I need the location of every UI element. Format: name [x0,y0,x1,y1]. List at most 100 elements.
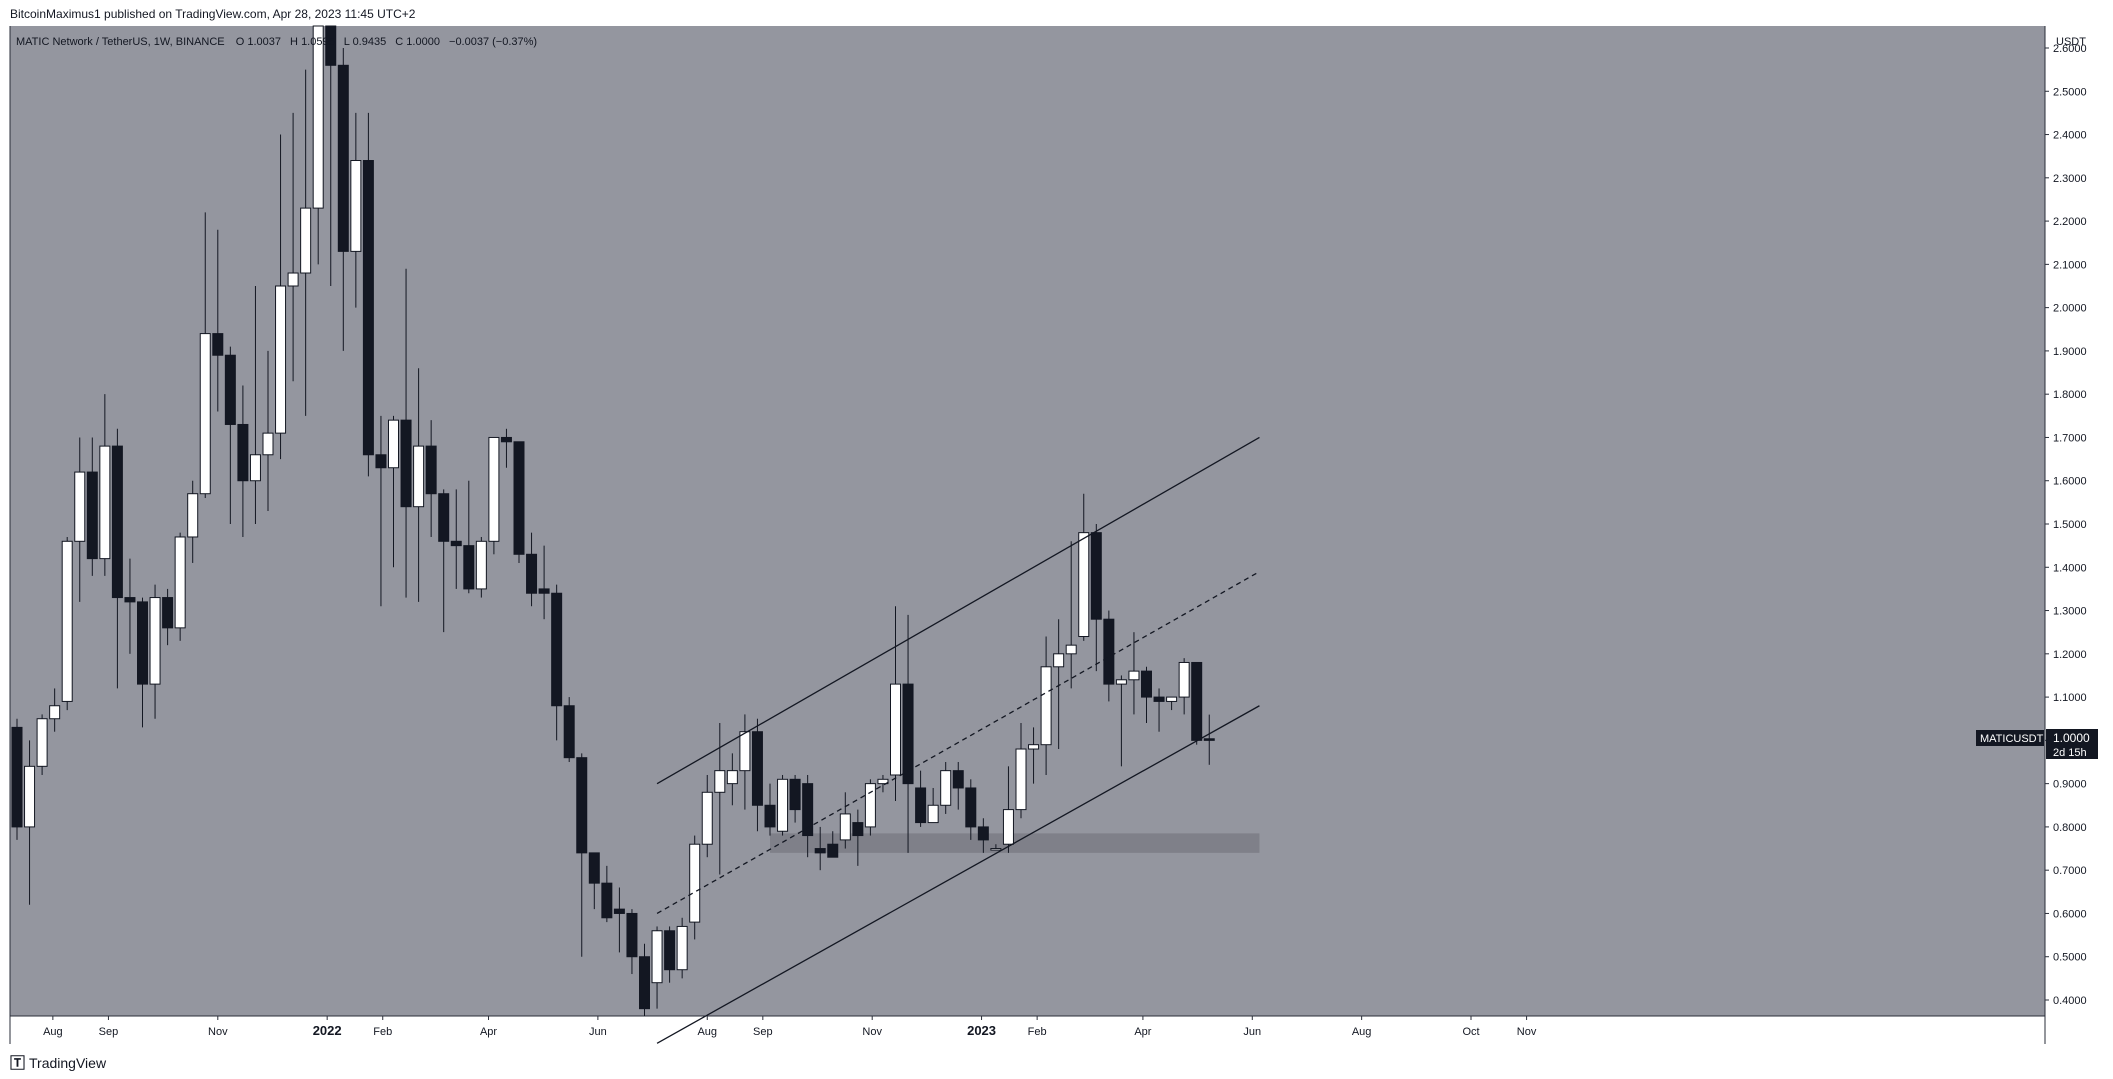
candle [526,532,538,607]
candle-body [839,813,851,841]
legend-open-label: O [236,36,245,48]
candle [990,844,1002,851]
candle-body [325,25,337,66]
candle [751,718,763,832]
candle [74,437,86,602]
candle-body [36,718,48,767]
price-tick-label: 1.2000 [2053,649,2087,661]
published-bar: BitcoinMaximus1 published on TradingView… [0,0,2113,26]
candle-body [827,843,839,858]
candle-body [1103,618,1115,685]
candle [563,697,575,762]
price-axis-currency: USDT [2056,36,2086,48]
legend-low-value: 0.9435 [353,36,387,48]
candle-body [11,726,23,828]
candle-body [952,770,964,789]
candle-body [676,925,688,971]
candle [237,385,249,537]
candle [174,532,186,641]
price-tick-label: 1.7000 [2053,432,2087,444]
price-tick-label: 1.4000 [2053,562,2087,574]
candle-body [24,765,36,828]
candle [626,909,638,975]
candle-body [1141,670,1152,698]
price-axis-area[interactable] [2045,26,2113,1044]
candle [576,753,588,957]
candle-body [777,778,789,832]
time-tick-label: Sep [753,1026,773,1038]
candle [350,112,362,308]
candle [1128,632,1140,715]
time-tick-label: Sep [99,1026,119,1038]
legend-low-label: L [344,36,350,48]
candle-body [287,272,299,287]
price-tick-label: 1.3000 [2053,606,2087,618]
candle [275,134,287,460]
time-tick-label: Oct [1462,1026,1479,1038]
price-tick-label: 2.5000 [2053,86,2087,98]
price-tick-label: 2.6000 [2053,43,2087,55]
tradingview-logo[interactable]: 🅃 TradingView [10,1052,106,1073]
time-axis-area[interactable] [0,1016,2045,1044]
candles-layer [11,25,1215,1016]
price-tick-label: 2.2000 [2053,216,2087,228]
candle [764,783,776,836]
candle [212,229,224,412]
candle-body [262,432,274,456]
candle-body [664,930,676,971]
candle-body [1065,644,1077,655]
price-tick-label: 1.5000 [2053,519,2087,531]
candle-body [538,588,550,594]
candle [613,887,625,953]
bar-countdown: 2d 15h [2053,747,2087,759]
candle [977,818,989,853]
legend-open-value: 1.0037 [247,36,281,48]
candle-body [137,601,148,685]
time-axis-ticks: Aug Sep Nov 2022 Feb Apr Jun Aug Sep Nov 2023 Feb Ap… [43,1016,1537,1038]
candle-body [990,848,1002,851]
time-tick-label: Aug [43,1026,63,1038]
candle [61,536,73,711]
price-tick-label: 2.3000 [2053,173,2087,185]
last-price-marker: MATICUSDT 1.0000 2d 15h [1976,729,2098,759]
candle-body [626,912,638,958]
legend-high-value: 1.0595 [301,36,335,48]
candle-body [275,285,287,434]
published-info: BitcoinMaximus1 published on TradingView… [10,7,416,21]
candle [802,774,814,858]
candle [789,774,801,823]
candle [676,917,688,979]
candle [1078,493,1090,641]
candle [1178,658,1190,715]
last-price-tag [2046,729,2098,759]
candle [1166,696,1178,711]
candle-body [99,445,111,560]
candle [1090,524,1102,672]
candle [890,606,901,801]
candle [249,286,261,524]
symbol-tag [1976,730,2044,746]
candle [877,774,889,793]
candle [400,268,412,598]
candle-body [802,783,814,837]
candle [49,688,61,732]
candle [814,826,826,871]
candle [99,394,111,576]
candle-body [1115,679,1127,685]
candle [701,774,713,858]
price-tick-label: 1.9000 [2053,346,2087,358]
candle [199,212,211,499]
candle-body [789,778,801,811]
candle [739,714,751,810]
candle [86,437,98,576]
candle [965,779,977,840]
candle-body [1002,809,1014,845]
price-tick-label: 2.4000 [2053,130,2087,142]
candle-body [814,848,826,854]
candle-body [1078,532,1090,638]
candle-body [212,333,224,356]
candle [651,926,663,1009]
candle [312,25,324,265]
legend-close-label: C [395,36,403,48]
